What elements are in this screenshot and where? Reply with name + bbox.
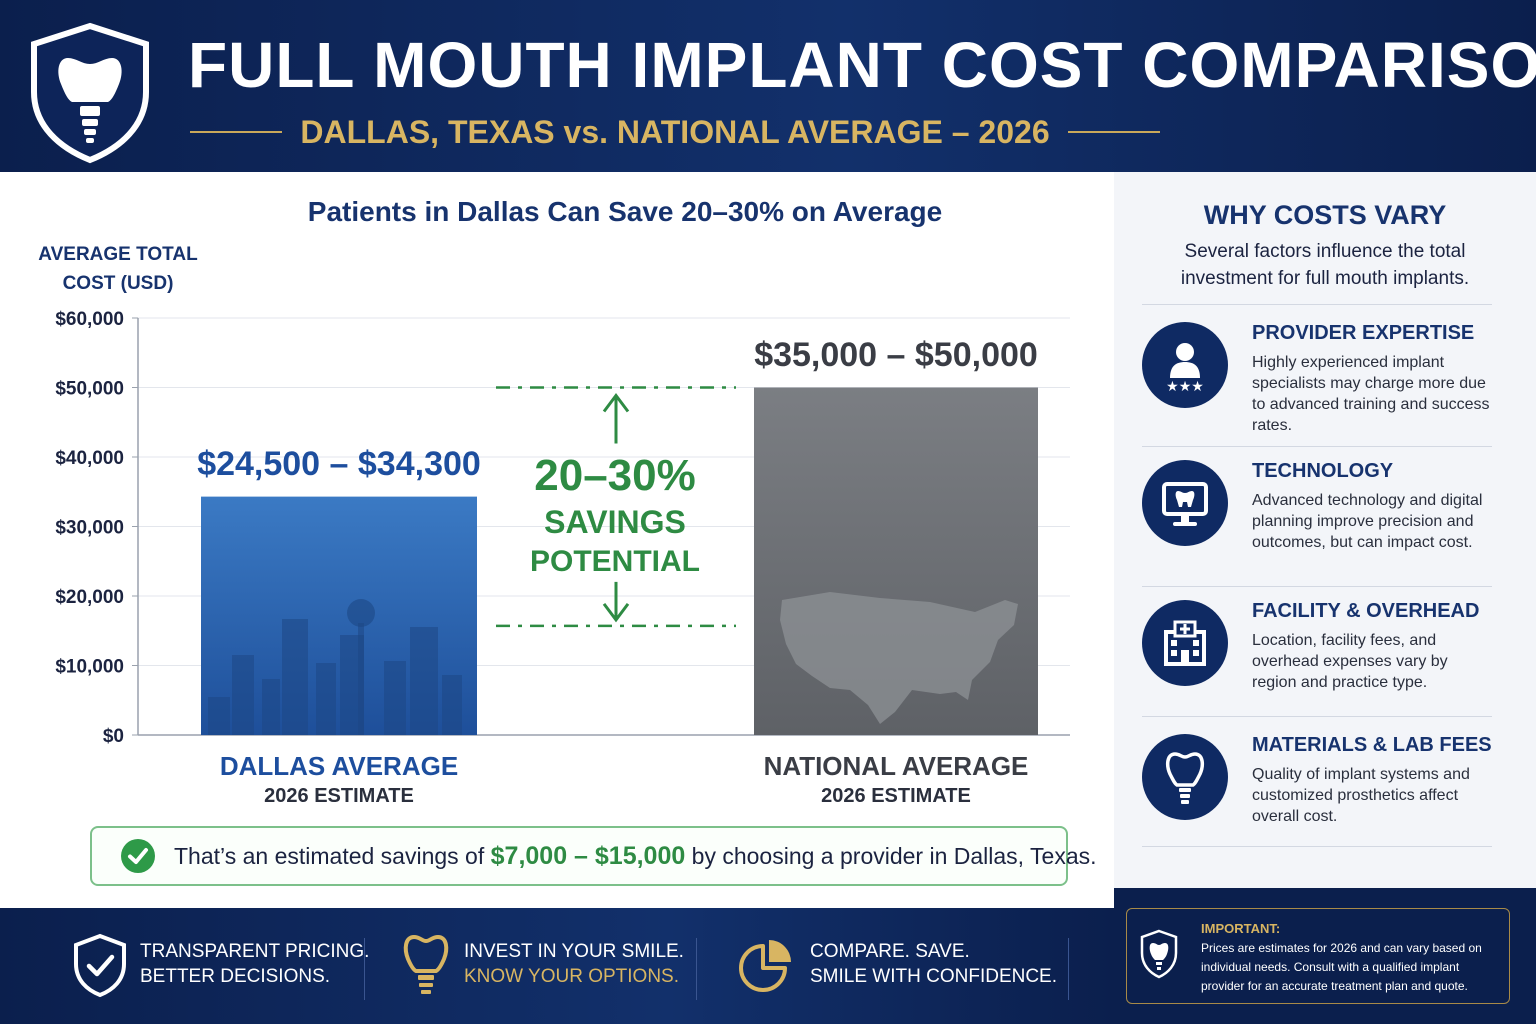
sidebar-divider <box>1142 716 1492 717</box>
shield-tooth-icon <box>1140 929 1178 979</box>
footer-line1: TRANSPARENT PRICING. <box>140 941 370 962</box>
us-map-silhouette <box>780 592 1018 724</box>
footer-line2: SMILE WITH CONFIDENCE. <box>810 966 1058 987</box>
factor-description: Highly experienced implant specialists m… <box>1252 354 1490 434</box>
shield-check-icon <box>74 933 126 998</box>
sidebar-divider <box>1142 586 1492 587</box>
factor-title: TECHNOLOGY <box>1252 460 1394 482</box>
banner-suffix: by choosing a provider in Dallas, Texas. <box>685 842 1097 869</box>
subtitle-rule-left <box>190 131 283 133</box>
savings-percent: 20–30% <box>534 451 696 500</box>
savings-word: SAVINGS <box>544 504 686 540</box>
important-box: IMPORTANT: Prices are estimates for 2026… <box>1126 908 1510 1004</box>
footer-separator <box>696 938 697 1000</box>
factor-title: MATERIALS & LAB FEES <box>1252 734 1492 756</box>
why-costs-vary-panel: WHY COSTS VARY Several factors influence… <box>1114 172 1536 888</box>
skyline-building <box>442 675 462 735</box>
y-axis-label: AVERAGE TOTAL COST (USD) <box>38 244 198 294</box>
sidebar-intro: Several factors influence the total inve… <box>1180 241 1470 289</box>
factor-description: Location, facility fees, and overhead ex… <box>1252 632 1448 691</box>
factor-title: FACILITY & OVERHEAD <box>1252 600 1480 622</box>
footer-line2: BETTER DECISIONS. <box>140 966 331 987</box>
tooth-implant-icon <box>1142 734 1228 820</box>
factor-materials-lab-fees: MATERIALS & LAB FEES Quality of implant … <box>1142 734 1512 864</box>
skyline-building <box>262 679 280 735</box>
bar-label-dallas: $24,500 – $34,300 <box>197 444 481 483</box>
provider-stars-icon: ★★★ <box>1142 322 1228 408</box>
footer-line1: COMPARE. SAVE. <box>810 941 970 962</box>
banner-prefix: That’s an estimated savings of <box>174 842 491 869</box>
factor-description: Quality of implant systems and customize… <box>1252 766 1470 825</box>
y-tick-label: $10,000 <box>55 657 124 678</box>
savings-banner: That’s an estimated savings of $7,000 – … <box>90 826 1097 886</box>
skyline-building <box>410 627 438 735</box>
savings-down-arrow-head <box>602 602 630 623</box>
skyline-building <box>282 619 308 735</box>
banner-amount: $7,000 – $15,000 <box>490 841 686 870</box>
reunion-tower-shaft <box>358 623 364 735</box>
shield-tooth-logo-icon <box>31 22 149 164</box>
skyline-building <box>384 661 406 735</box>
pie-chart-icon <box>739 940 791 992</box>
chart-heading: Patients in Dallas Can Save 20–30% on Av… <box>307 196 943 227</box>
sidebar-divider <box>1142 446 1492 447</box>
footer-separator <box>1068 938 1069 1000</box>
subtitle-rule-right <box>1067 131 1161 133</box>
y-tick-label: $40,000 <box>55 448 124 469</box>
reunion-tower-ball <box>347 599 375 627</box>
important-text: Prices are estimates for 2026 and can va… <box>1201 941 1482 993</box>
savings-up-arrow-head <box>602 393 630 413</box>
factor-technology: TECHNOLOGY Advanced technology and digit… <box>1142 460 1512 590</box>
monitor-tooth-icon <box>1142 460 1228 546</box>
footer-line2: KNOW YOUR OPTIONS. <box>464 966 680 987</box>
important-panel: IMPORTANT: Prices are estimates for 2026… <box>1114 888 1536 1024</box>
y-tick-label: $20,000 <box>55 587 124 608</box>
banner-text: That’s an estimated savings of $7,000 – … <box>174 842 1097 871</box>
page-subtitle: DALLAS, TEXAS vs. NATIONAL AVERAGE – 202… <box>300 113 1050 150</box>
y-tick-label: $50,000 <box>55 379 124 400</box>
y-tick-label: $0 <box>103 726 124 747</box>
sidebar-divider <box>1142 846 1492 847</box>
subtitle-row: DALLAS, TEXAS vs. NATIONAL AVERAGE – 202… <box>190 112 1161 152</box>
header-banner: FULL MOUTH IMPLANT COST COMPARISON DALLA… <box>0 0 1536 172</box>
bar-label-national: $35,000 – $50,000 <box>754 335 1038 374</box>
page-title: FULL MOUTH IMPLANT COST COMPARISON <box>188 29 1536 101</box>
factor-title: PROVIDER EXPERTISE <box>1252 322 1475 344</box>
skyline-building <box>316 663 336 735</box>
y-tick-label: $60,000 <box>55 309 124 330</box>
check-circle-icon <box>121 839 155 873</box>
factor-description: Advanced technology and digital planning… <box>1252 492 1483 551</box>
cost-bar-chart: $0 $10,000 $20,000 $30,000 $40,000 $50,000 $60… <box>55 309 1070 747</box>
footer-bar: TRANSPARENT PRICING. BETTER DECISIONS. I… <box>0 908 1114 1024</box>
category-subtitle-dallas: 2026 ESTIMATE <box>264 785 414 807</box>
savings-annotation: 20–30% SAVINGS POTENTIAL <box>520 450 710 582</box>
factor-facility-overhead: FACILITY & OVERHEAD Location, facility f… <box>1142 600 1512 730</box>
svg-text:★★★: ★★★ <box>1166 379 1204 395</box>
y-tick-label: $30,000 <box>55 518 124 539</box>
category-label-dallas: DALLAS AVERAGE <box>219 751 459 781</box>
skyline-building <box>232 655 254 735</box>
savings-potential: POTENTIAL <box>530 545 700 578</box>
important-title: IMPORTANT: <box>1201 921 1281 936</box>
factor-provider-expertise: ★★★ PROVIDER EXPERTISE Highly experience… <box>1142 322 1512 452</box>
sidebar-divider <box>1142 304 1492 305</box>
category-subtitle-national: 2026 ESTIMATE <box>821 785 971 807</box>
category-label-national: NATIONAL AVERAGE <box>763 751 1029 781</box>
skyline-building <box>208 697 230 735</box>
footer-separator <box>364 938 365 1000</box>
footer-line1: INVEST IN YOUR SMILE. <box>464 941 684 962</box>
hospital-icon <box>1142 600 1228 686</box>
tooth-implant-icon <box>403 934 449 994</box>
sidebar-title: WHY COSTS VARY <box>1203 200 1447 230</box>
